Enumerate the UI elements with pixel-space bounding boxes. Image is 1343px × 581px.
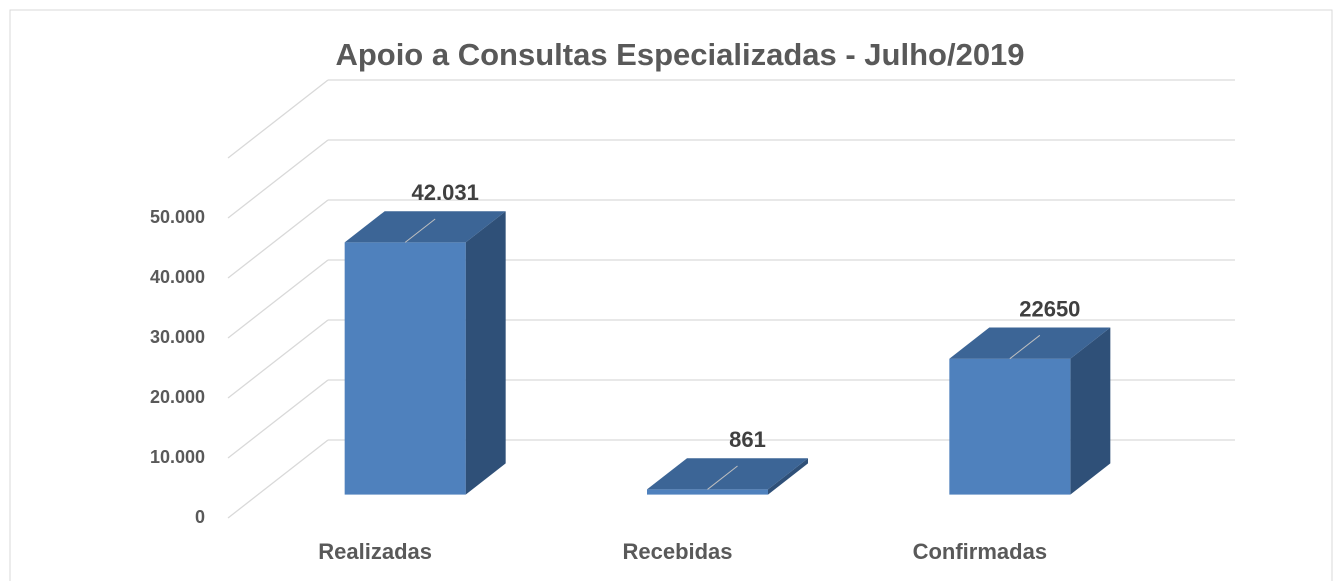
chart-title: Apoio a Consultas Especializadas - Julho… — [335, 37, 1024, 72]
x-tick-label: Realizadas — [318, 539, 432, 564]
bar-side — [768, 458, 808, 495]
x-tick-label: Confirmadas — [913, 539, 1047, 564]
bar-side — [1070, 327, 1111, 495]
y-tick-label: 40.000 — [150, 267, 205, 287]
y-tick-label: 0 — [195, 507, 205, 527]
y-tick-label: 20.000 — [150, 387, 205, 407]
bar — [647, 489, 768, 495]
leader-line — [1009, 334, 1041, 360]
grid-line-side — [227, 139, 329, 219]
y-tick-label: 30.000 — [150, 327, 205, 347]
y-tick-label: 50.000 — [150, 207, 205, 227]
grid-line-side — [227, 319, 329, 399]
data-label: 861 — [729, 427, 766, 452]
chart-border — [9, 9, 1333, 581]
bar — [949, 358, 1071, 495]
grid-line-side — [227, 379, 329, 459]
grid-line-side — [227, 79, 329, 159]
leader-line — [707, 465, 738, 490]
leader-line — [404, 218, 436, 243]
grid-line-side — [227, 439, 329, 519]
bar-side — [465, 211, 506, 495]
grid-line-side — [227, 199, 329, 279]
data-label: 42.031 — [412, 180, 479, 205]
grid-line-side — [227, 259, 329, 339]
data-label: 22650 — [1019, 296, 1080, 321]
bar — [344, 242, 466, 495]
x-tick-label: Recebidas — [622, 539, 732, 564]
y-tick-label: 10.000 — [150, 447, 205, 467]
